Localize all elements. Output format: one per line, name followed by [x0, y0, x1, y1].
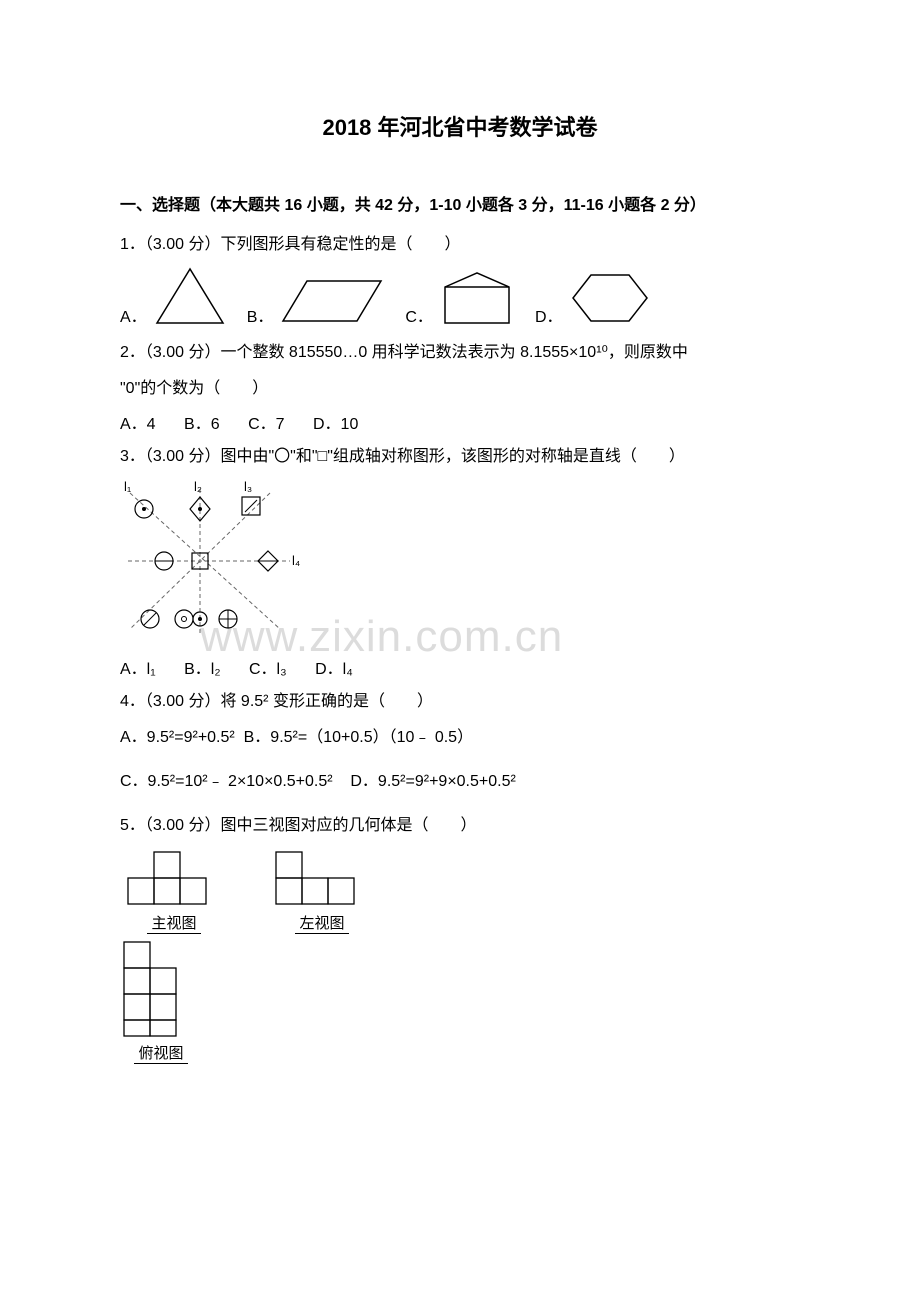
q4-opts-ab: A．9.5²=9²+0.5² B．9.5²=（10+0.5）（10﹣ 0.5） [120, 722, 800, 754]
q4-opt-b: B．9.5²=（10+0.5）（10﹣ 0.5） [244, 729, 473, 746]
q3-options: A．l₁ B．l₂ C．l₃ D．l₄ [120, 654, 800, 686]
top-view-label: 俯视图 [134, 1042, 187, 1064]
q1-label-b: B． [247, 303, 274, 327]
page-title: 2018 年河北省中考数学试卷 [120, 110, 800, 142]
left-view-icon [268, 850, 376, 910]
section-header: 一、选择题（本大题共 16 小题，共 42 分，1-10 小题各 3 分，11-… [120, 192, 800, 221]
q2-opt-b: B．6 [184, 416, 220, 433]
q3-opt-b: B．l₂ [184, 661, 220, 678]
q4-text: 4．（3.00 分）将 9.5² 变形正确的是（ ） [120, 686, 800, 718]
q1-options: A． B． C． D． [120, 265, 800, 327]
triangle-icon [151, 265, 229, 327]
q3-figure: l₁ l₂ l₃ l₄ [120, 479, 800, 644]
symmetry-diagram-icon: l₁ l₂ l₃ l₄ [120, 479, 300, 639]
front-view-label: 主视图 [147, 912, 200, 934]
q3-opt-d: D．l₄ [315, 661, 353, 678]
q2-opt-d: D．10 [313, 416, 358, 433]
hexagon-icon [567, 269, 653, 327]
q2-opt-a: A．4 [120, 416, 156, 433]
q1-label-d: D． [535, 303, 563, 327]
pentagon-house-icon [437, 269, 517, 327]
left-view-label: 左视图 [295, 912, 348, 934]
left-view-block: 左视图 [268, 850, 376, 934]
q2-line2: "0"的个数为（ ） [120, 373, 800, 405]
q3-text: 3．（3.00 分）图中由"〇"和"□"组成轴对称图形，该图形的对称轴是直线（ … [120, 441, 800, 473]
svg-text:l₄: l₄ [292, 553, 300, 568]
top-view-block: 俯视图 [120, 940, 202, 1064]
q1-option-d: D． [535, 269, 653, 327]
q4-opts-cd: C．9.5²=10²﹣ 2×10×0.5+0.5² D．9.5²=9²+9×0.… [120, 766, 800, 798]
q3-opt-a: A．l₁ [120, 661, 156, 678]
q1-option-c: C． [405, 269, 517, 327]
parallelogram-icon [277, 275, 387, 327]
svg-text:l₁: l₁ [124, 479, 132, 494]
q1-text: 1．（3.00 分）下列图形具有稳定性的是（ ） [120, 229, 800, 261]
q5-views: 主视图 左视图 [120, 850, 800, 1064]
q1-label-c: C． [405, 303, 433, 327]
q4-opt-c: C．9.5²=10²﹣ 2×10×0.5+0.5² [120, 773, 333, 790]
q4-opt-a: A．9.5²=9²+0.5² [120, 729, 235, 746]
front-view-block: 主视图 [120, 850, 228, 934]
q1-option-b: B． [247, 275, 388, 327]
q3-opt-c: C．l₃ [249, 661, 287, 678]
q2-options: A．4 B．6 C．7 D．10 [120, 409, 800, 441]
top-view-icon [120, 940, 202, 1040]
q1-label-a: A． [120, 303, 147, 327]
q2-opt-c: C．7 [248, 416, 284, 433]
q2-line1: 2．（3.00 分）一个整数 815550…0 用科学记数法表示为 8.1555… [120, 337, 800, 369]
svg-text:l₃: l₃ [244, 479, 252, 494]
q4-opt-d: D．9.5²=9²+9×0.5+0.5² [350, 773, 515, 790]
q1-option-a: A． [120, 265, 229, 327]
front-view-icon [120, 850, 228, 910]
q5-text: 5．（3.00 分）图中三视图对应的几何体是（ ） [120, 810, 800, 842]
svg-text:l₂: l₂ [194, 479, 202, 494]
